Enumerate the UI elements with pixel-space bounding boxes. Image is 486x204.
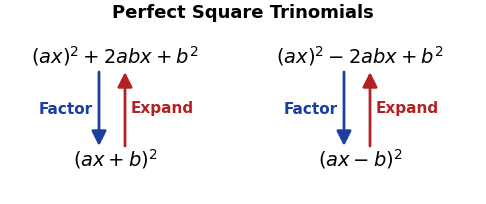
Text: $\left(ax\right)^{2}+2abx+b^{2}$: $\left(ax\right)^{2}+2abx+b^{2}$: [31, 44, 199, 68]
Text: $\left(ax-b\right)^{2}$: $\left(ax-b\right)^{2}$: [318, 147, 402, 171]
Text: $\left(ax\right)^{2}-2abx+b^{2}$: $\left(ax\right)^{2}-2abx+b^{2}$: [277, 44, 444, 68]
Text: $\left(ax+b\right)^{2}$: $\left(ax+b\right)^{2}$: [73, 147, 157, 171]
Text: Factor: Factor: [284, 102, 338, 116]
Text: Factor: Factor: [39, 102, 93, 116]
Text: Expand: Expand: [376, 102, 439, 116]
Text: Expand: Expand: [131, 102, 194, 116]
Text: Perfect Square Trinomials: Perfect Square Trinomials: [112, 4, 374, 22]
